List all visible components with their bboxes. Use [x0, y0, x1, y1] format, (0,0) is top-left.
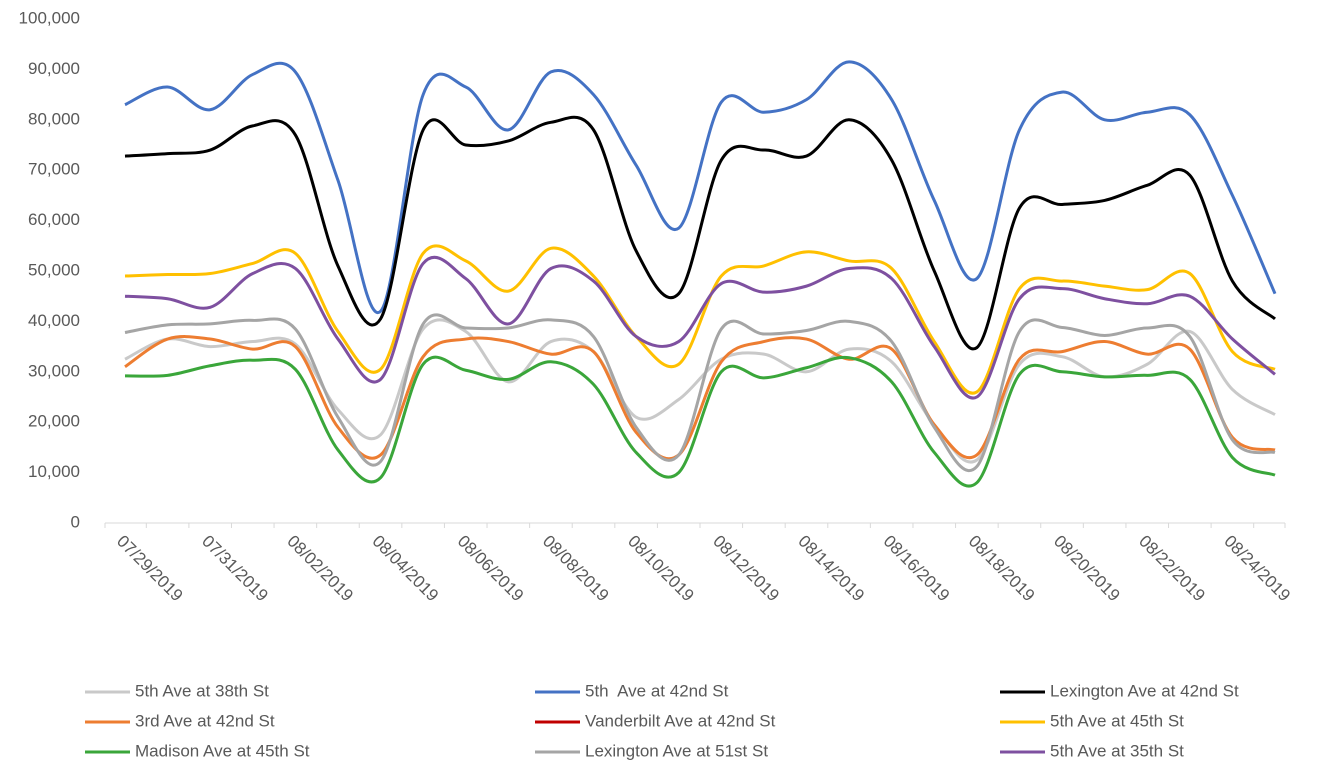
- legend-label: Madison Ave at 45th St: [135, 741, 310, 760]
- x-tick-label: 08/12/2019: [709, 532, 783, 606]
- x-tick-label: 08/14/2019: [794, 532, 868, 606]
- x-tick-label: 08/02/2019: [283, 532, 357, 606]
- y-tick-label: 10,000: [28, 462, 80, 481]
- y-tick-label: 0: [71, 512, 80, 531]
- series-line: [124, 255, 1276, 400]
- x-tick-label: 08/08/2019: [539, 532, 613, 606]
- series-line: [124, 115, 1276, 351]
- series-line: [124, 313, 1276, 473]
- legend-label: Lexington Ave at 51st St: [585, 741, 768, 760]
- series-line: [124, 60, 1277, 315]
- y-tick-label: 50,000: [28, 260, 80, 279]
- x-tick-label: 08/16/2019: [880, 532, 954, 606]
- y-tick-label: 100,000: [19, 8, 80, 27]
- y-tick-label: 30,000: [28, 361, 80, 380]
- y-tick-label: 80,000: [28, 109, 80, 128]
- legend-label: 3rd Ave at 42nd St: [135, 711, 275, 730]
- legend-label: 5th Ave at 45th St: [1050, 711, 1184, 730]
- x-tick-label: 07/29/2019: [113, 532, 187, 606]
- y-tick-label: 90,000: [28, 59, 80, 78]
- x-tick-label: 08/10/2019: [624, 532, 698, 606]
- x-tick-label: 08/06/2019: [454, 532, 528, 606]
- x-tick-label: 08/20/2019: [1050, 532, 1124, 606]
- series-line: [124, 335, 1276, 461]
- legend-label: 5th Ave at 42nd St: [585, 681, 729, 700]
- legend-label: 5th Ave at 38th St: [135, 681, 269, 700]
- legend-label: 5th Ave at 35th St: [1050, 741, 1184, 760]
- y-tick-label: 40,000: [28, 311, 80, 330]
- x-tick-label: 08/24/2019: [1220, 532, 1294, 606]
- x-tick-label: 08/22/2019: [1135, 532, 1209, 606]
- x-tick-label: 08/04/2019: [369, 532, 443, 606]
- x-tick-label: 08/18/2019: [965, 532, 1039, 606]
- y-tick-label: 70,000: [28, 160, 80, 179]
- series-line: [124, 355, 1276, 488]
- series-line: [124, 244, 1276, 395]
- legend-label: Vanderbilt Ave at 42nd St: [585, 711, 776, 730]
- y-tick-label: 60,000: [28, 210, 80, 229]
- x-tick-label: 07/31/2019: [198, 532, 272, 606]
- legend-label: Lexington Ave at 42nd St: [1050, 681, 1239, 700]
- y-tick-label: 20,000: [28, 412, 80, 431]
